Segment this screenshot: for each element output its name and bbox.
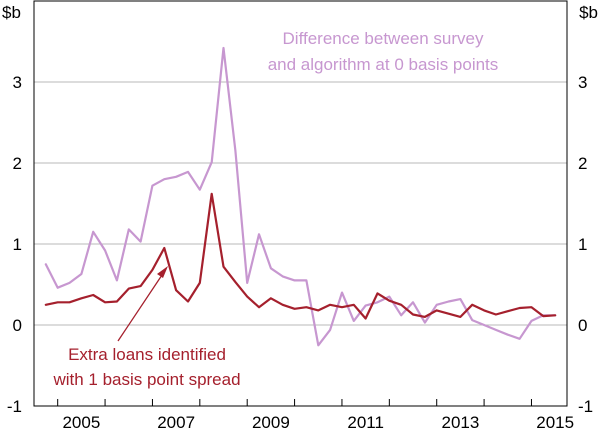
extra-annotation-line2: with 1 basis point spread [52, 370, 240, 389]
plot-frame [33, 0, 568, 407]
extra-annotation-line1: Extra loans identified [68, 345, 226, 364]
y-tick-label-left: -1 [7, 397, 22, 416]
x-tick-label: 2009 [252, 413, 290, 432]
gridlines [34, 81, 567, 326]
y-tick-label-left: 3 [13, 73, 22, 92]
y-tick-label-right: 2 [578, 154, 587, 173]
series-difference-line [44, 46, 557, 347]
series-lines [44, 46, 557, 347]
x-tick-label: 2011 [347, 413, 384, 432]
x-tick-label: 2015 [536, 413, 574, 432]
x-tick-label: 2005 [62, 413, 100, 432]
y-tick-label-right: 0 [578, 316, 587, 335]
difference-annotation-line2: and algorithm at 0 basis points [268, 55, 499, 74]
difference-annotation-line1: Difference between survey [283, 29, 484, 48]
series-extra-loans-line [44, 192, 557, 320]
x-tick-label: 2013 [441, 413, 479, 432]
tick-labels: -1 -1 0 0 1 1 2 2 3 3 2005 2007 2009 2011 2013 2015 [7, 73, 593, 432]
x-axis-ticks [57, 399, 532, 406]
y-tick-label-left: 0 [13, 316, 22, 335]
y-tick-label-left: 1 [13, 235, 22, 254]
y-tick-label-right: -1 [578, 397, 593, 416]
x-tick-label: 2007 [157, 413, 195, 432]
annotation-arrow-line [117, 271, 165, 342]
y-tick-label-left: 2 [13, 154, 22, 173]
y-tick-label-right: 1 [578, 235, 587, 254]
y-unit-right: $b [579, 3, 598, 22]
y-unit-left: $b [2, 3, 21, 22]
y-tick-label-right: 3 [578, 73, 587, 92]
annotation-arrow-head [157, 266, 168, 278]
